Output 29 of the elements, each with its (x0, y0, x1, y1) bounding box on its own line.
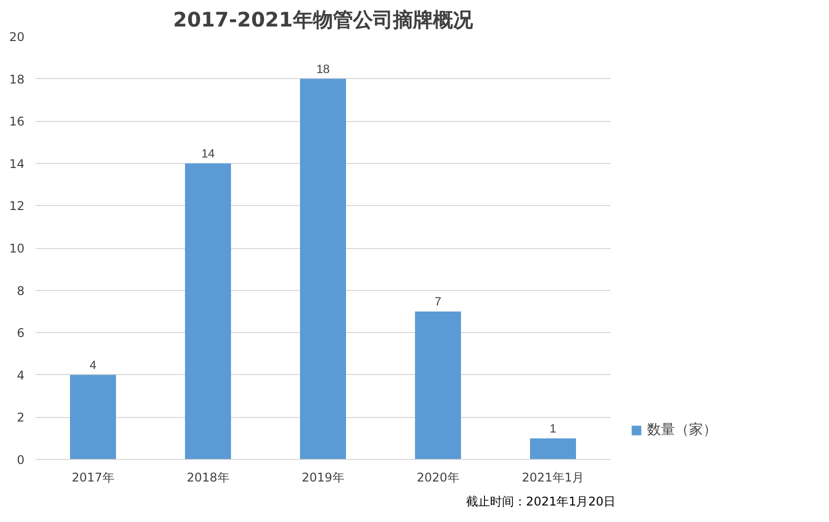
x-tick-label: 2020年 (416, 470, 460, 484)
bar (300, 78, 346, 460)
data-label: 18 (316, 62, 330, 76)
y-tick-label: 6 (16, 326, 25, 340)
legend-label: 数量（家） (647, 421, 717, 439)
data-label: 7 (434, 294, 442, 308)
y-tick-label: 0 (16, 453, 25, 467)
y-tick-label: 16 (9, 114, 25, 129)
y-tick-label: 10 (9, 242, 25, 256)
x-tick-label: 2021年1月 (522, 470, 584, 484)
bar (70, 374, 116, 460)
y-tick-label: 8 (16, 284, 25, 298)
x-tick-label: 2019年 (302, 470, 344, 484)
y-tick-label: 2 (16, 410, 25, 425)
bar (415, 311, 461, 460)
data-label: 4 (90, 358, 97, 372)
data-label: 14 (201, 146, 215, 160)
y-tick-label: 20 (9, 30, 25, 44)
bar (185, 163, 231, 460)
y-tick-label: 4 (16, 368, 25, 382)
x-tick-label: 2018年 (186, 470, 230, 484)
y-tick-label: 12 (9, 199, 25, 214)
text: 截止时间：2021年1月20日 (466, 494, 616, 508)
bar (530, 438, 576, 460)
data-label: 1 (550, 421, 557, 436)
y-tick-label: 18 (9, 72, 25, 86)
y-tick-label: 14 (9, 156, 25, 171)
chart-title: 2017-2021年物管公司摘牌概况 (173, 8, 474, 32)
x-tick-label: 2017年 (72, 470, 114, 484)
